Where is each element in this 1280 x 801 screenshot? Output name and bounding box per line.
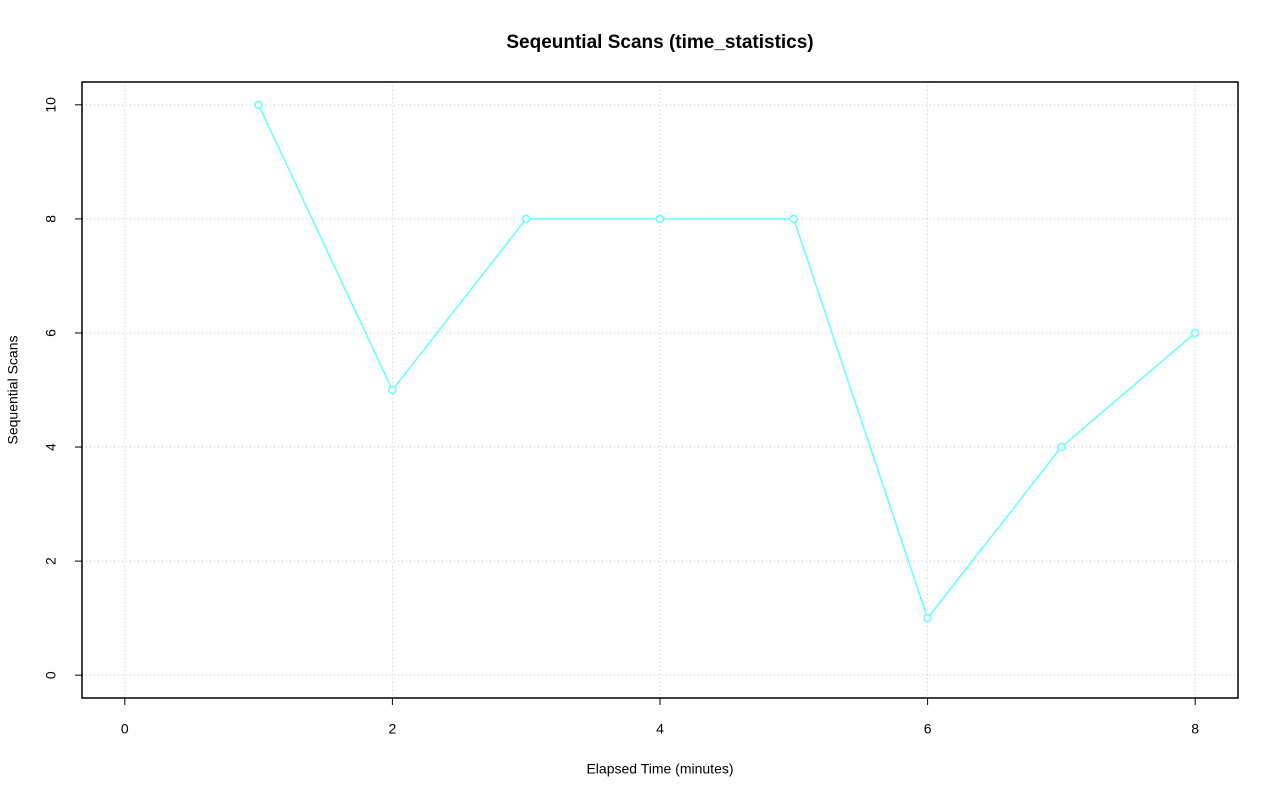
y-axis-label: Sequential Scans bbox=[5, 336, 21, 445]
x-tick-label: 4 bbox=[656, 721, 664, 737]
data-line bbox=[257, 104, 1196, 620]
x-tick-label: 8 bbox=[1191, 721, 1199, 737]
data-point bbox=[1057, 442, 1066, 452]
y-tick-label: 6 bbox=[43, 329, 59, 337]
y-tick-label: 2 bbox=[43, 557, 59, 565]
y-tick-label: 10 bbox=[43, 97, 59, 113]
plot-frame bbox=[81, 81, 1239, 699]
x-tick-label: 6 bbox=[924, 721, 932, 737]
y-tick-label: 8 bbox=[43, 215, 59, 223]
x-tick-label: 2 bbox=[389, 721, 397, 737]
data-point bbox=[1190, 328, 1200, 338]
data-point bbox=[388, 385, 397, 395]
y-tick-label: 0 bbox=[43, 671, 59, 679]
data-point bbox=[254, 100, 263, 110]
data-point bbox=[655, 214, 665, 224]
data-point bbox=[923, 613, 932, 623]
y-tick-label: 4 bbox=[43, 443, 59, 451]
data-point bbox=[789, 214, 799, 224]
x-axis-label: Elapsed Time (minutes) bbox=[586, 761, 733, 777]
data-point bbox=[521, 214, 531, 224]
chart-title: Seqeuntial Scans (time_statistics) bbox=[506, 32, 813, 53]
x-tick-label: 0 bbox=[121, 721, 129, 737]
